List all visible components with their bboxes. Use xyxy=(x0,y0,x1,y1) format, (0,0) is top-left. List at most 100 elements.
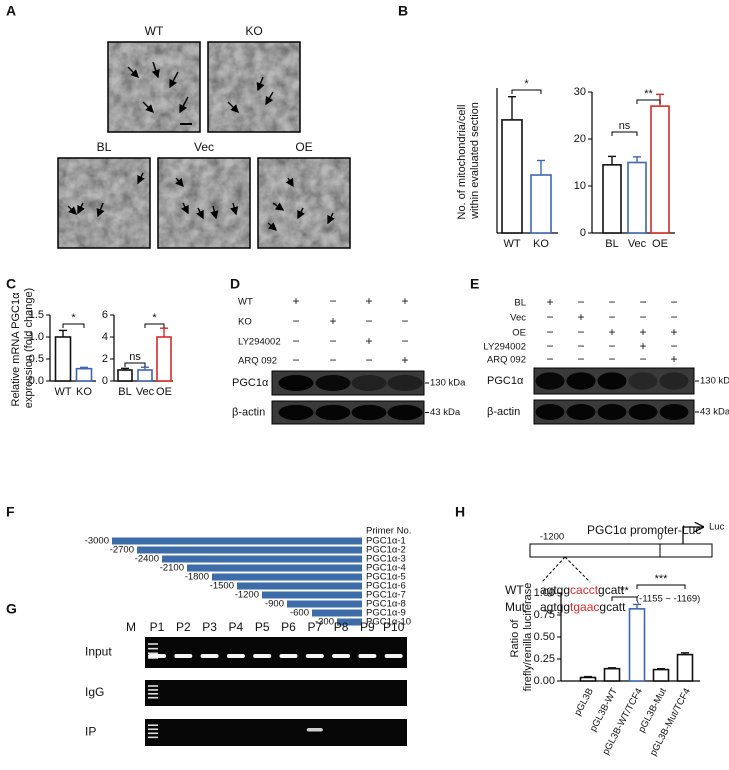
micrograph-label: BL xyxy=(97,140,112,154)
y-axis-title: No. of mitochondria/cell within evaluate… xyxy=(456,102,481,220)
arrow xyxy=(230,202,239,216)
treatment-sign: − xyxy=(639,310,646,324)
blot-band xyxy=(566,372,596,390)
treatment-sign: − xyxy=(546,339,553,353)
treatment-label: WT xyxy=(238,297,253,308)
blot-band xyxy=(315,404,351,421)
blot-band xyxy=(628,372,658,390)
micrograph-label: OE xyxy=(295,140,312,154)
treatment-label: LY294002 xyxy=(238,337,281,348)
micrograph xyxy=(58,158,150,248)
micrograph-border xyxy=(207,41,301,133)
lane-label: P9 xyxy=(360,620,375,634)
y-tick-label: 4 xyxy=(102,331,108,343)
primer-header: Primer No. xyxy=(366,526,411,537)
panel-label: C xyxy=(6,276,16,292)
primer-start: -600 xyxy=(290,608,309,619)
y-tick-label: 1.0 xyxy=(29,331,44,343)
primer-bar xyxy=(162,555,362,563)
micrograph xyxy=(208,42,300,132)
lane-label: P8 xyxy=(334,620,349,634)
significance-bracket xyxy=(62,323,85,328)
arrow xyxy=(327,212,335,225)
primer-start: -1800 xyxy=(185,572,209,583)
blot-band xyxy=(278,375,314,391)
treatment-sign: − xyxy=(577,352,584,366)
arrow xyxy=(181,202,189,215)
y-tick-label: 20 xyxy=(574,133,586,145)
y-tick-label: 0.75 xyxy=(534,609,555,621)
y-tick-label: 0 xyxy=(580,227,586,239)
band-label: β-actin xyxy=(232,406,265,418)
treatment-sign: + xyxy=(577,310,584,324)
reporter-label: Luc xyxy=(709,522,725,533)
treatment-label: KO xyxy=(238,317,252,328)
size-label: 43 kDa xyxy=(430,407,461,418)
significance-label: * xyxy=(71,312,76,324)
sequence-name: Mut xyxy=(505,600,526,614)
lane-label: M xyxy=(126,620,136,634)
ladder-band xyxy=(148,693,158,695)
arrow xyxy=(77,202,85,215)
primer-start: -900 xyxy=(265,599,284,610)
zoom-lines xyxy=(541,556,591,583)
significance-label: ** xyxy=(644,88,653,100)
primer-name: PGC1α-10 xyxy=(366,617,411,628)
blot-band xyxy=(659,404,689,420)
arrow xyxy=(267,222,278,231)
micrograph-border xyxy=(57,157,151,249)
primer-start: -2400 xyxy=(135,554,159,565)
ladder-band xyxy=(148,643,158,645)
y-axis-title: Relative mRNA PGC1α expression (fold cha… xyxy=(10,288,35,408)
sequence: agtggtgaacgcatt xyxy=(540,600,626,614)
sequence-part: cacct xyxy=(570,583,599,597)
blot-band xyxy=(597,372,627,390)
y-tick-label: 1.5 xyxy=(29,309,44,321)
blot-band xyxy=(597,404,627,420)
blot-band xyxy=(628,404,658,420)
y-axis-title-text: Relative mRNA PGC1α expression (fold cha… xyxy=(10,288,35,408)
treatment-sign: − xyxy=(608,295,615,309)
ladder-band xyxy=(148,689,158,691)
blot-band xyxy=(315,375,351,391)
micrograph-label: KO xyxy=(245,24,262,38)
lane-label: P4 xyxy=(229,620,244,634)
arrow xyxy=(272,202,285,211)
arrow xyxy=(256,76,265,92)
arrow xyxy=(196,207,204,220)
gel-row-label: IgG xyxy=(85,685,104,699)
gel xyxy=(145,637,407,668)
significance-label: *** xyxy=(655,573,669,585)
significance-bracket xyxy=(124,362,146,367)
gel-band xyxy=(226,654,245,658)
y-tick-label: 10 xyxy=(574,180,586,192)
sequence-part: agtgg xyxy=(540,600,570,614)
treatment-sign: − xyxy=(670,295,677,309)
treatment-sign: − xyxy=(292,334,299,348)
blot-band xyxy=(566,404,596,420)
primer-name: PGC1α-3 xyxy=(366,554,406,565)
bar xyxy=(156,336,172,382)
x-tick-label: WT xyxy=(503,238,520,250)
blot-band xyxy=(278,404,314,421)
y-tick-label: 0.00 xyxy=(534,675,555,687)
arrow xyxy=(67,205,77,215)
blot-band xyxy=(387,375,423,391)
blot-band xyxy=(535,404,565,420)
bar xyxy=(137,369,153,382)
gel-band xyxy=(332,654,351,658)
treatment-sign: + xyxy=(329,314,336,328)
gel xyxy=(145,719,407,746)
treatment-sign: + xyxy=(365,294,372,308)
primer-name: PGC1α-8 xyxy=(366,599,406,610)
significance-label: ** xyxy=(620,585,629,597)
bar xyxy=(501,119,523,234)
ladder-band xyxy=(148,647,158,650)
primer-start: -1500 xyxy=(210,581,234,592)
arrow xyxy=(179,96,189,114)
treatment-label: ARQ 092 xyxy=(238,356,277,367)
lane-label: P10 xyxy=(383,620,405,634)
panel-label: A xyxy=(6,3,16,19)
treatment-sign: + xyxy=(639,339,646,353)
treatment-sign: − xyxy=(546,325,553,339)
